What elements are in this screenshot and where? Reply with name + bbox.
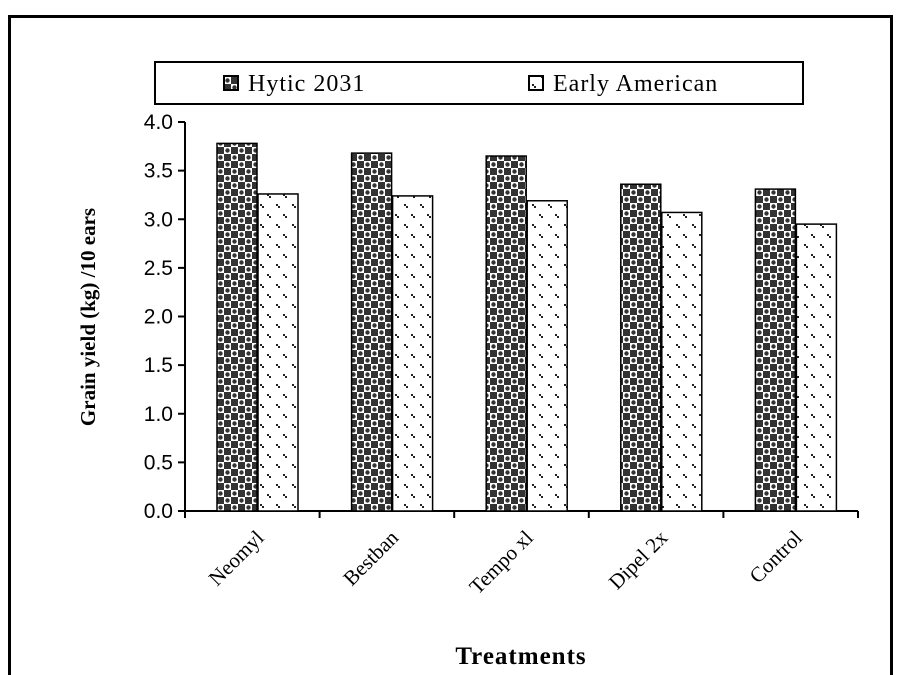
legend-swatch-hytic-2031 bbox=[223, 75, 239, 91]
y-tick-label: 3.0 bbox=[144, 208, 173, 231]
bar-hytic-2031-dipel-2x bbox=[620, 183, 662, 512]
bar-early-american-tempo-xl bbox=[526, 200, 568, 512]
category-label: Bestban bbox=[338, 525, 403, 590]
bar-early-american-neomyl bbox=[257, 193, 299, 512]
legend-label-early-american: Early American bbox=[553, 71, 718, 97]
y-tick-label: 2.5 bbox=[144, 257, 173, 280]
bar-hytic-2031-control bbox=[754, 188, 797, 512]
y-axis-ticks: 0.0 0.5 1.0 1.5 2.0 2.5 3.0 3.5 4.0 bbox=[144, 111, 185, 523]
category-labels: Neomyl Bestban Tempo xl Dipel 2x Control bbox=[204, 525, 807, 599]
y-tick-label: 1.5 bbox=[144, 354, 173, 377]
bars-group bbox=[216, 142, 838, 512]
bar-early-american-control bbox=[795, 223, 838, 512]
category-label: Neomyl bbox=[204, 525, 269, 590]
legend-swatch-early-american bbox=[528, 75, 544, 91]
y-tick-label: 2.0 bbox=[144, 306, 173, 329]
x-axis-ticks bbox=[184, 511, 859, 518]
y-tick-label: 0.0 bbox=[144, 500, 173, 523]
y-axis-title: Grain yield (kg) /10 ears bbox=[76, 208, 100, 426]
chart-frame bbox=[8, 15, 893, 675]
y-tick-label: 3.5 bbox=[144, 160, 173, 183]
category-label: Dipel 2x bbox=[604, 525, 673, 594]
y-tick-label: 0.5 bbox=[144, 451, 173, 474]
bar-early-american-dipel-2x bbox=[661, 211, 703, 512]
y-tick-label: 1.0 bbox=[144, 403, 173, 426]
y-tick-label: 4.0 bbox=[144, 111, 173, 134]
legend: Hytic 2031 Early American bbox=[154, 61, 804, 105]
category-label: Tempo xl bbox=[464, 525, 537, 598]
legend-label-hytic-2031: Hytic 2031 bbox=[248, 71, 365, 97]
x-axis-title: Treatments bbox=[455, 643, 586, 670]
bar-early-american-bestban bbox=[391, 195, 434, 512]
bar-hytic-2031-tempo-xl bbox=[485, 155, 527, 512]
bar-hytic-2031-bestban bbox=[350, 152, 393, 512]
legend-box bbox=[154, 61, 804, 105]
bar-hytic-2031-neomyl bbox=[216, 142, 258, 512]
category-label: Control bbox=[745, 525, 807, 587]
